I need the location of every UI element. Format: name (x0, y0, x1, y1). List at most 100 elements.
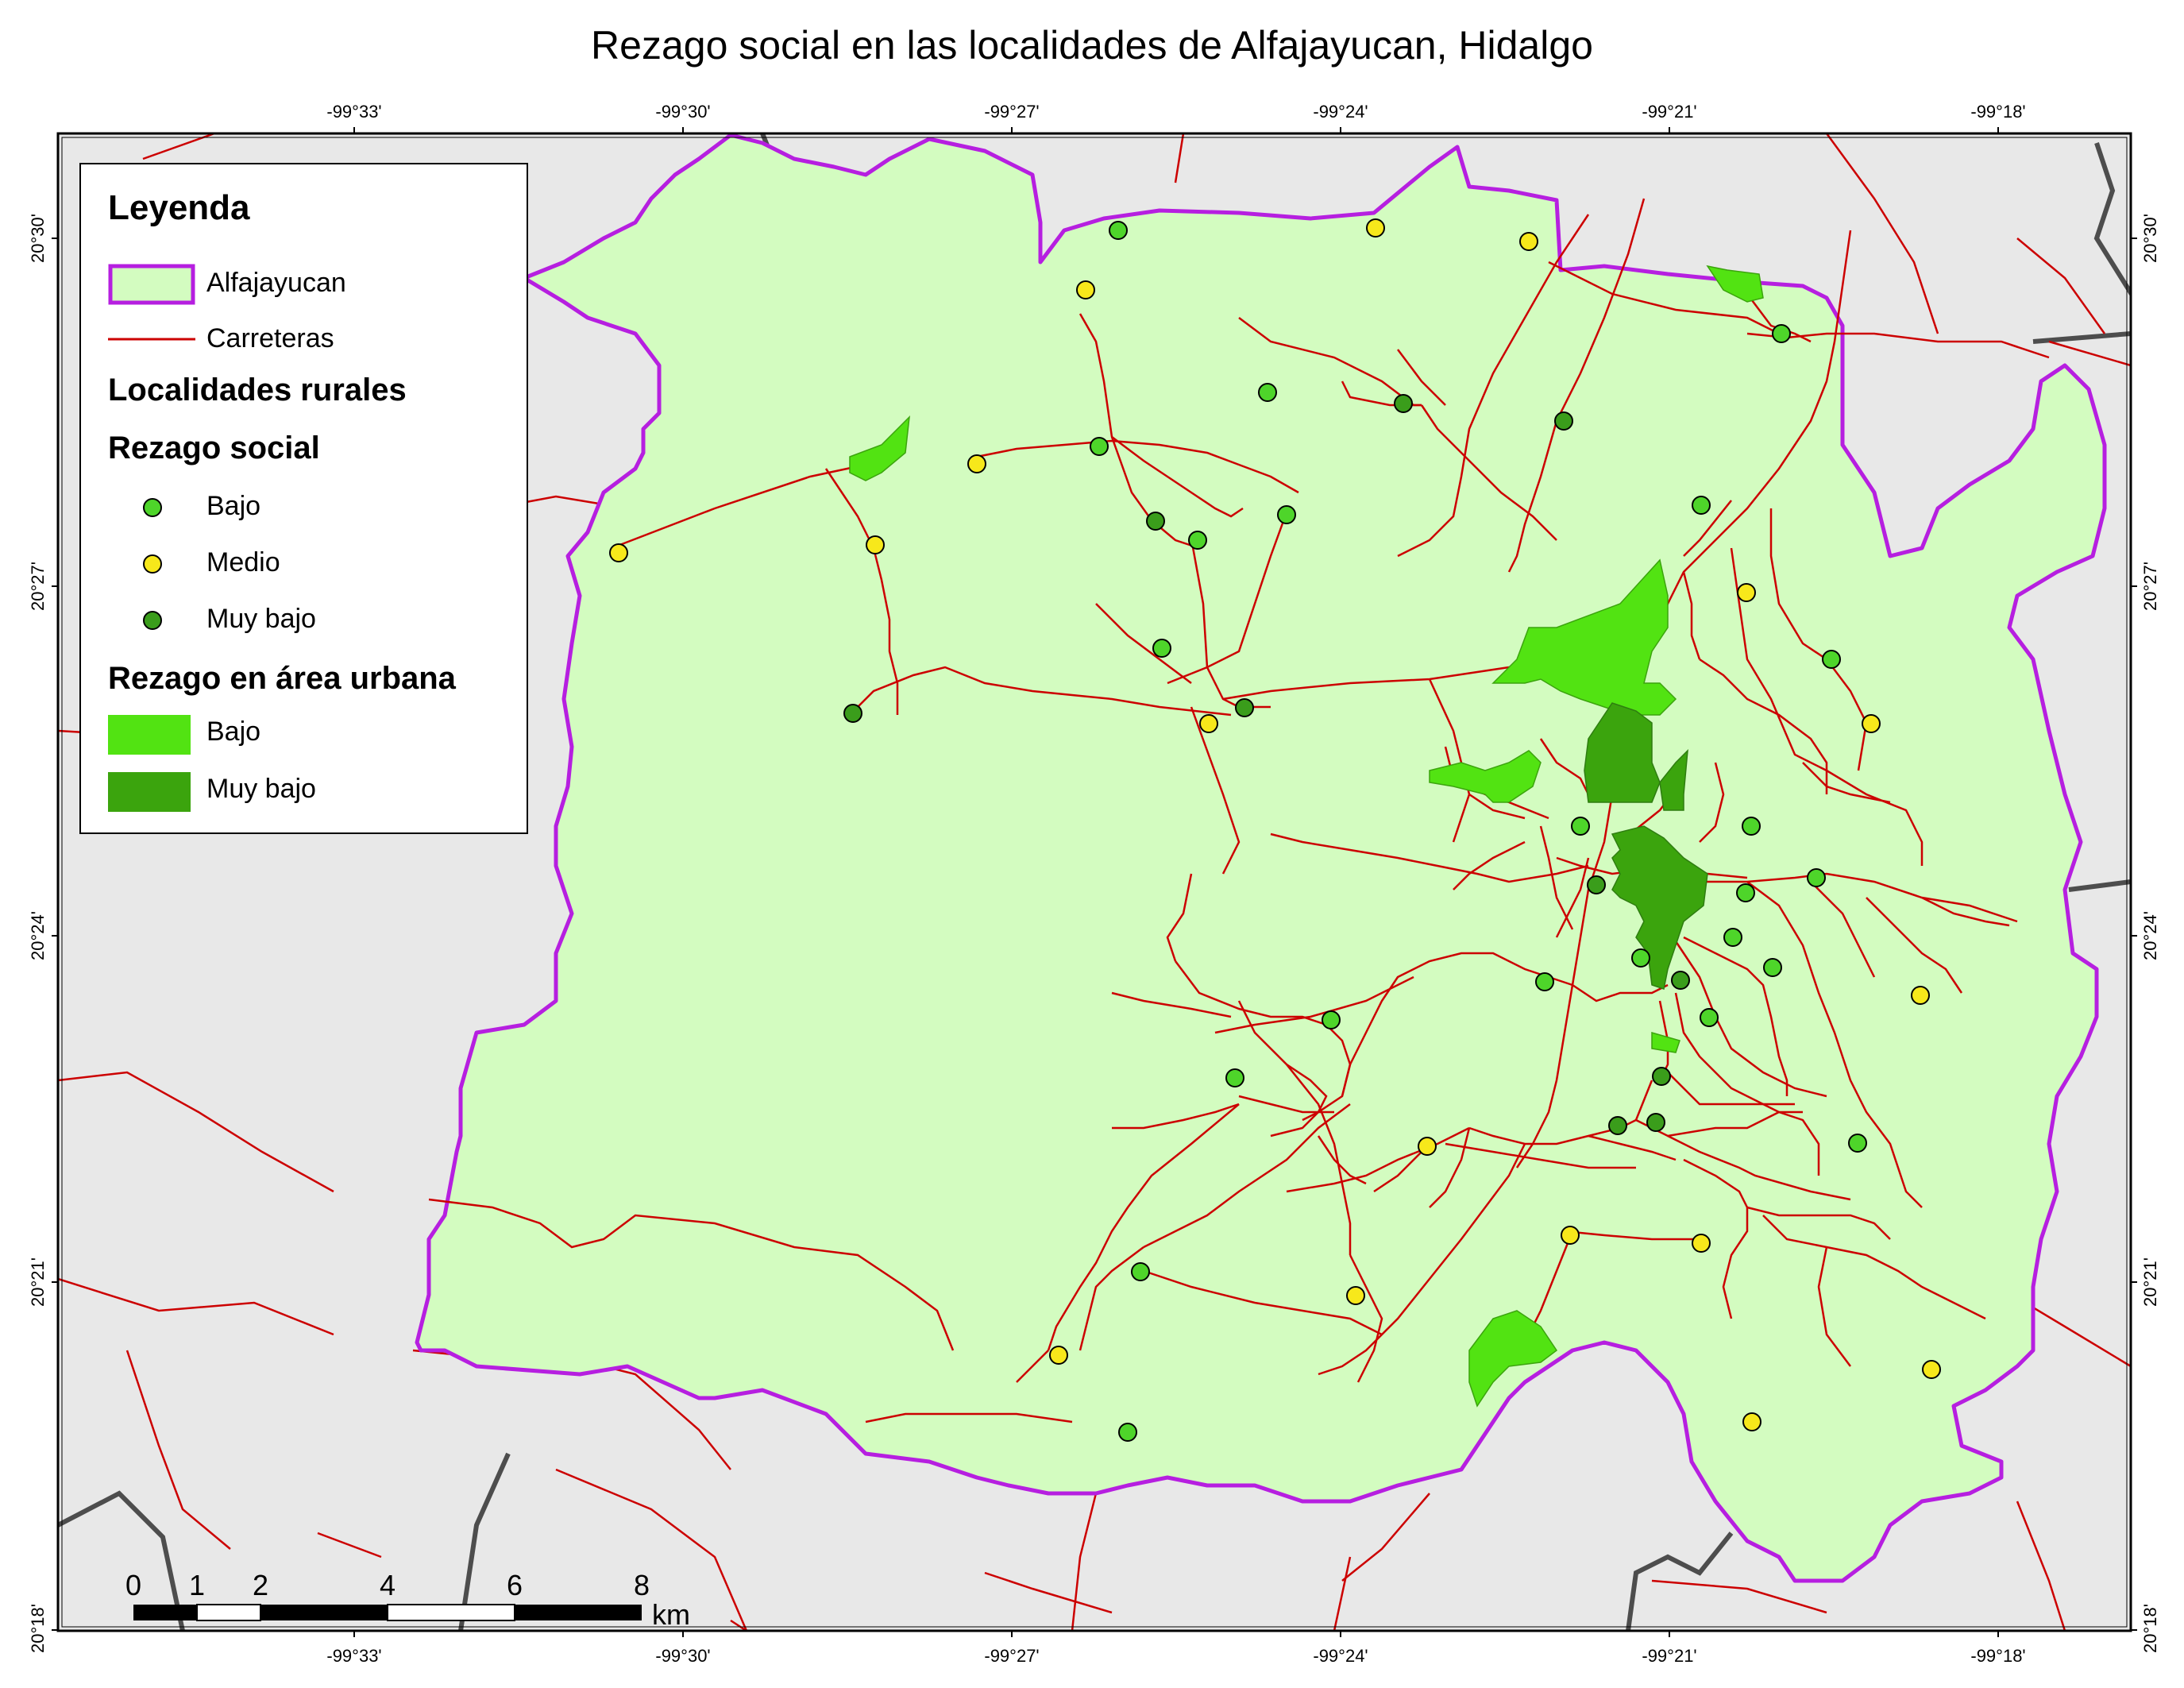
map-title: Rezago social en las localidades de Alfa… (591, 23, 1593, 68)
graticule-ticks (52, 127, 2137, 1637)
lon-tick-bottom: -99°21' (1642, 1646, 1697, 1666)
rural-localities (609, 218, 1941, 1442)
legend-roads-label: Carreteras (206, 323, 334, 353)
legend-urban-muy-bajo-label: Muy bajo (206, 774, 316, 804)
lat-tick-left: 20°30' (28, 214, 48, 263)
road-symbol (108, 338, 195, 341)
urban-area-bajo (1468, 1310, 1558, 1408)
lat-tick-left: 20°21' (28, 1257, 48, 1307)
legend-rural-heading: Localidades rurales (108, 373, 407, 408)
locality-muy-bajo (1394, 394, 1413, 413)
locality-bajo (1109, 221, 1128, 240)
legend: Leyenda Alfajayucan Carreteras Localidad… (79, 163, 528, 834)
legend-title: Leyenda (108, 188, 250, 227)
locality-bajo (1736, 883, 1755, 902)
legend-medio-dot (143, 554, 162, 574)
lat-tick-right: 20°21' (2140, 1257, 2160, 1307)
urban-area-bajo (849, 415, 910, 481)
locality-bajo (1822, 650, 1841, 669)
lat-tick-left: 20°18' (28, 1604, 48, 1653)
lon-tick-bottom: -99°33' (326, 1646, 382, 1666)
locality-bajo (1848, 1134, 1867, 1153)
locality-bajo (1807, 868, 1826, 887)
locality-bajo (1723, 928, 1742, 947)
scale-bar (133, 1604, 642, 1621)
lat-tick-left: 20°27' (28, 562, 48, 611)
lon-tick-top: -99°24' (1313, 102, 1368, 122)
locality-medio (1911, 986, 1930, 1005)
urban-area-bajo (1651, 1032, 1680, 1053)
lon-tick-bottom: -99°24' (1313, 1646, 1368, 1666)
locality-medio (609, 543, 628, 562)
locality-medio (1737, 583, 1756, 602)
locality-medio (1199, 714, 1218, 733)
lon-tick-top: -99°21' (1642, 102, 1697, 122)
locality-bajo (1131, 1262, 1150, 1281)
locality-bajo (1322, 1010, 1341, 1029)
scale-label: 0 (125, 1569, 142, 1601)
lon-tick-bottom: -99°30' (655, 1646, 711, 1666)
locality-bajo (1090, 437, 1109, 456)
lon-tick-top: -99°30' (655, 102, 711, 122)
lat-tick-left: 20°24' (28, 911, 48, 960)
scale-unit: km (652, 1598, 690, 1631)
urban-area-bajo (1706, 265, 1764, 303)
legend-muy-bajo-dot (143, 611, 162, 630)
locality-medio (1692, 1234, 1711, 1253)
alfajayucan-boundary (415, 133, 2107, 1583)
lat-tick-right: 20°18' (2140, 1604, 2160, 1653)
lat-tick-right: 20°27' (2140, 562, 2160, 611)
locality-muy-bajo (1146, 512, 1165, 531)
legend-urban-heading: Rezago en área urbana (108, 661, 456, 696)
locality-bajo (1277, 505, 1296, 524)
scale-label: 6 (506, 1569, 523, 1601)
lon-tick-bottom: -99°18' (1970, 1646, 2026, 1666)
locality-bajo (1152, 639, 1171, 658)
legend-muy-bajo-label: Muy bajo (206, 604, 316, 634)
legend-bajo-dot (143, 498, 162, 517)
map-frame-inner (61, 137, 2128, 1628)
map-frame (56, 132, 2132, 1632)
locality-medio (1366, 218, 1385, 238)
locality-medio (1346, 1286, 1365, 1305)
scale-label: 8 (633, 1569, 650, 1601)
locality-bajo (1225, 1068, 1244, 1087)
locality-bajo (1700, 1008, 1719, 1027)
legend-social-heading: Rezago social (108, 431, 320, 465)
locality-muy-bajo (1608, 1116, 1627, 1135)
locality-bajo (1571, 817, 1590, 836)
locality-muy-bajo (1671, 971, 1690, 990)
locality-medio (1561, 1226, 1580, 1245)
scale-label: 4 (379, 1569, 396, 1601)
urban-area-bajo (1491, 558, 1677, 716)
locality-medio (1922, 1360, 1941, 1379)
locality-bajo (1258, 383, 1277, 402)
lat-tick-right: 20°24' (2140, 911, 2160, 960)
locality-muy-bajo (1235, 698, 1254, 717)
lon-tick-top: -99°27' (984, 102, 1040, 122)
boundary-symbol (108, 264, 195, 305)
locality-muy-bajo (1652, 1067, 1671, 1086)
urban-areas (849, 265, 1764, 1408)
legend-medio-label: Medio (206, 547, 280, 577)
lon-tick-bottom: -99°27' (984, 1646, 1040, 1666)
urban-area-bajo (1429, 750, 1542, 803)
locality-bajo (1188, 531, 1207, 550)
urban-area-muy-bajo (1611, 825, 1708, 990)
locality-medio (1049, 1346, 1068, 1365)
locality-medio (1742, 1412, 1761, 1431)
legend-urban-bajo-label: Bajo (206, 717, 261, 747)
legend-boundary-label: Alfajayucan (206, 268, 346, 298)
scale-label: 2 (252, 1569, 269, 1601)
locality-medio (967, 454, 986, 473)
locality-bajo (1118, 1423, 1137, 1442)
locality-medio (1862, 714, 1881, 733)
locality-muy-bajo (1587, 875, 1606, 894)
locality-medio (1076, 280, 1095, 299)
locality-bajo (1742, 817, 1761, 836)
locality-medio (1519, 232, 1538, 251)
legend-urban-muy-bajo-swatch (108, 772, 191, 812)
locality-muy-bajo (1554, 411, 1573, 431)
legend-bajo-label: Bajo (206, 491, 261, 521)
lat-tick-right: 20°30' (2140, 214, 2160, 263)
